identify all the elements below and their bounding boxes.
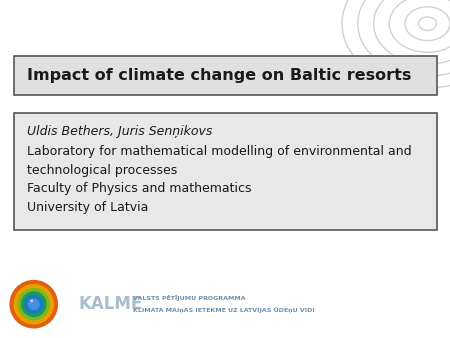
FancyBboxPatch shape [14, 56, 436, 95]
Text: KLIMATA MAIņAS IETEKME UZ LATVIJAS ŬDEņU VIDI: KLIMATA MAIņAS IETEKME UZ LATVIJAS ŬDEņU… [133, 307, 315, 313]
Text: KALME: KALME [79, 295, 143, 313]
Ellipse shape [18, 288, 50, 320]
Ellipse shape [27, 298, 40, 310]
Text: technological processes: technological processes [27, 164, 177, 176]
Ellipse shape [30, 299, 37, 306]
Ellipse shape [21, 291, 47, 317]
FancyBboxPatch shape [14, 113, 436, 230]
Ellipse shape [14, 284, 54, 324]
Ellipse shape [9, 280, 58, 329]
Text: VALSTS PĒTĪJUMU PROGRAMMA: VALSTS PĒTĪJUMU PROGRAMMA [133, 295, 245, 301]
Ellipse shape [24, 295, 43, 314]
Ellipse shape [30, 299, 33, 302]
Text: University of Latvia: University of Latvia [27, 201, 148, 214]
Text: Uldis Bethers, Juris Senņikovs: Uldis Bethers, Juris Senņikovs [27, 125, 212, 138]
Text: Laboratory for mathematical modelling of environmental and: Laboratory for mathematical modelling of… [27, 145, 412, 158]
Text: Faculty of Physics and mathematics: Faculty of Physics and mathematics [27, 182, 252, 195]
Text: Impact of climate change on Baltic resorts: Impact of climate change on Baltic resor… [27, 68, 411, 83]
